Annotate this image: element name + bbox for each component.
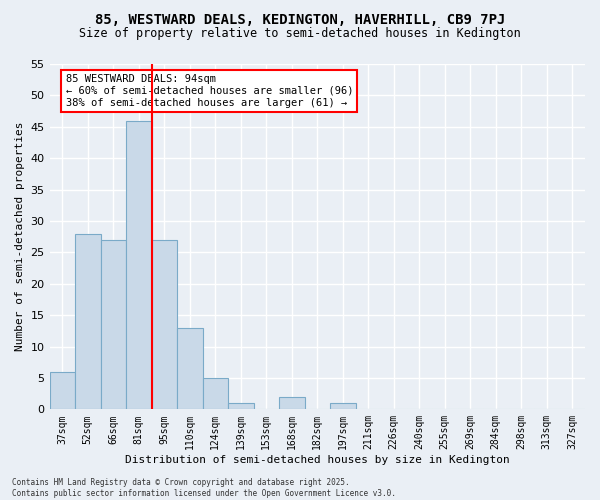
Bar	[203, 378, 228, 410]
Text: Contains HM Land Registry data © Crown copyright and database right 2025.
Contai: Contains HM Land Registry data © Crown c…	[12, 478, 396, 498]
Bar	[330, 403, 356, 409]
Bar	[177, 328, 203, 409]
Bar	[50, 372, 75, 410]
Bar	[101, 240, 126, 410]
Bar	[279, 397, 305, 409]
Bar	[75, 234, 101, 410]
Text: 85, WESTWARD DEALS, KEDINGTON, HAVERHILL, CB9 7PJ: 85, WESTWARD DEALS, KEDINGTON, HAVERHILL…	[95, 12, 505, 26]
Text: Size of property relative to semi-detached houses in Kedington: Size of property relative to semi-detach…	[79, 28, 521, 40]
Bar	[152, 240, 177, 410]
Y-axis label: Number of semi-detached properties: Number of semi-detached properties	[15, 122, 25, 352]
X-axis label: Distribution of semi-detached houses by size in Kedington: Distribution of semi-detached houses by …	[125, 455, 509, 465]
Bar	[228, 403, 254, 409]
Bar	[126, 120, 152, 410]
Text: 85 WESTWARD DEALS: 94sqm
← 60% of semi-detached houses are smaller (96)
38% of s: 85 WESTWARD DEALS: 94sqm ← 60% of semi-d…	[65, 74, 353, 108]
